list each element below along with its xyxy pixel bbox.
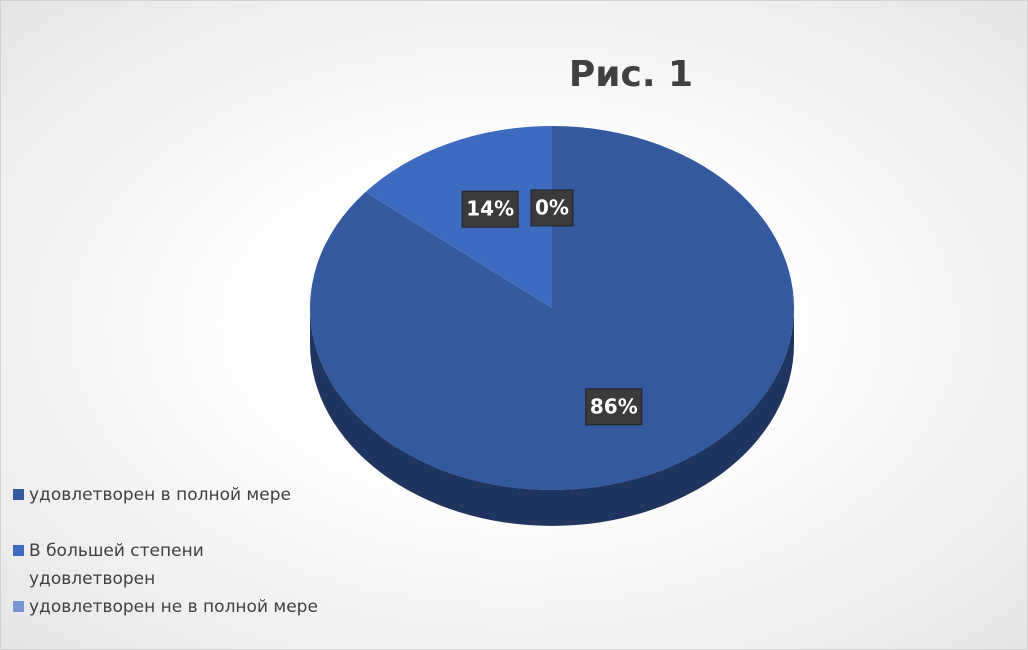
pie-slice xyxy=(365,126,552,308)
data-label-box xyxy=(585,388,643,426)
legend-label: В большей степени удовлетворен xyxy=(29,541,204,589)
legend-swatch xyxy=(13,601,24,612)
legend-item: удовлетворен не в полной мере xyxy=(13,593,333,621)
legend-label: удовлетворен в полной мере xyxy=(29,485,291,505)
legend-item: В большей степени удовлетворен xyxy=(13,537,333,593)
data-label: 86% xyxy=(590,394,638,418)
chart-title: Рис. 1 xyxy=(569,54,693,95)
legend-swatch xyxy=(13,489,24,500)
data-label: 0% xyxy=(535,195,569,219)
legend-item: удовлетворен в полной мере xyxy=(13,481,333,509)
legend-swatch xyxy=(13,545,24,556)
data-label-box xyxy=(461,190,519,228)
data-label: 14% xyxy=(466,197,514,221)
pie-side xyxy=(310,308,794,526)
legend: удовлетворен в полной мере В большей степ… xyxy=(13,481,333,621)
data-label-box xyxy=(530,189,574,227)
legend-label: удовлетворен не в полной мере xyxy=(29,597,318,617)
